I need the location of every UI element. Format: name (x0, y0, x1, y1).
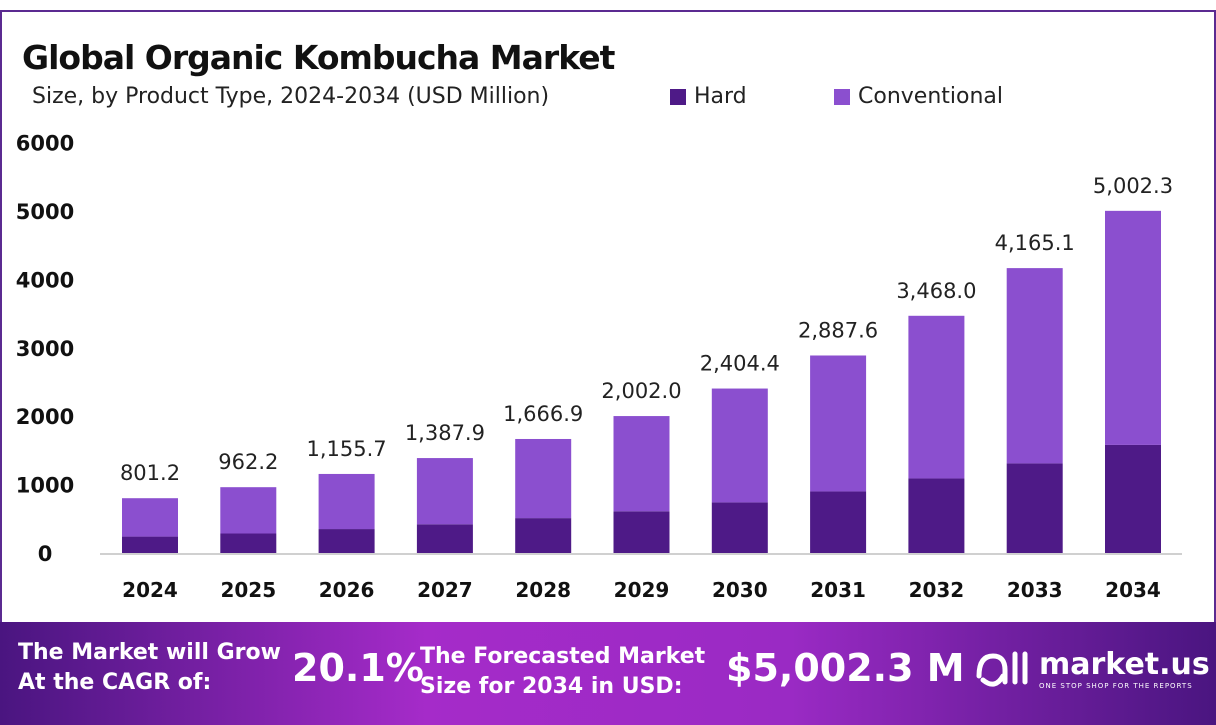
bar-hard (122, 536, 178, 553)
data-label: 801.2 (120, 461, 180, 485)
chart-subtitle: Size, by Product Type, 2024-2034 (USD Mi… (32, 84, 550, 109)
data-label: 1,666.9 (503, 402, 583, 426)
bar-conventional (122, 498, 178, 537)
footer-banner: The Market will Grow At the CAGR of: 20.1… (0, 622, 1216, 725)
data-label: 1,387.9 (405, 421, 485, 445)
logo-icon (976, 651, 1028, 687)
bar-conventional (908, 315, 965, 479)
data-label: 3,468.0 (896, 279, 976, 303)
y-tick-label: 5000 (16, 200, 74, 224)
bar-hard (1006, 463, 1063, 553)
cagr-label: The Market will Grow At the CAGR of: (18, 638, 281, 698)
bar-conventional (318, 473, 375, 530)
bar-conventional (810, 355, 867, 492)
bar-hard (908, 478, 965, 553)
y-tick-label: 3000 (16, 337, 74, 361)
legend-label: Conventional (858, 84, 1003, 109)
data-label: 5,002.3 (1093, 174, 1173, 198)
cagr-value: 20.1% (292, 646, 424, 690)
chart-frame (0, 10, 1216, 622)
y-tick-label: 0 (38, 542, 53, 566)
forecast-label-line: Size for 2034 in USD: (420, 674, 683, 699)
y-tick-label: 1000 (16, 474, 74, 498)
chart-title: Global Organic Kombucha Market (22, 38, 615, 77)
data-label: 1,155.7 (307, 437, 387, 461)
bar-conventional (711, 388, 768, 503)
x-tick-label: 2034 (1105, 578, 1161, 602)
bar-conventional (1105, 210, 1161, 445)
x-tick-label: 2032 (909, 578, 965, 602)
data-label: 2,404.4 (700, 352, 780, 376)
forecast-value: $5,002.3 M (726, 646, 965, 690)
x-tick-label: 2026 (319, 578, 375, 602)
bar-conventional (613, 416, 670, 512)
y-tick-label: 4000 (16, 268, 74, 292)
legend-hard: Hard (670, 84, 747, 109)
x-tick-label: 2033 (1007, 578, 1063, 602)
forecast-label: The Forecasted Market Size for 2034 in US… (420, 642, 705, 702)
marketus-logo: market.us ONE STOP SHOP FOR THE REPORTS (975, 646, 1210, 690)
data-label: 2,002.0 (601, 379, 681, 403)
bar-conventional (416, 458, 473, 525)
data-label: 4,165.1 (995, 231, 1075, 255)
bar-hard (810, 491, 867, 553)
x-tick-label: 2025 (220, 578, 276, 602)
x-tick-label: 2027 (417, 578, 473, 602)
bar-chart: 0 1000 2000 3000 4000 5000 6000 801.2 2024 962.2 2… (16, 132, 1182, 602)
legend-label: Hard (694, 84, 747, 109)
bar-conventional (1006, 268, 1063, 464)
bar-hard (613, 511, 670, 553)
cagr-label-line: The Market will Grow (18, 640, 281, 665)
forecast-label-line: The Forecasted Market (420, 644, 706, 669)
brand-tagline: ONE STOP SHOP FOR THE REPORTS (1039, 681, 1193, 690)
bar-conventional (220, 487, 277, 534)
bar-hard (515, 518, 572, 553)
x-tick-label: 2030 (712, 578, 768, 602)
data-label: 962.2 (218, 450, 278, 474)
x-tick-label: 2029 (614, 578, 670, 602)
y-tick-label: 6000 (16, 132, 74, 156)
bar-conventional (515, 438, 572, 519)
data-label: 2,887.6 (798, 318, 878, 342)
cagr-label-line: At the CAGR of: (18, 670, 212, 695)
legend-swatch (670, 88, 686, 105)
brand-name: market.us (1039, 646, 1210, 682)
x-tick-label: 2031 (810, 578, 866, 602)
bar-hard (711, 502, 768, 553)
y-tick-label: 2000 (16, 405, 74, 429)
bar-hard (416, 524, 473, 553)
bar-hard (220, 533, 277, 553)
x-tick-label: 2028 (515, 578, 571, 602)
legend-conventional: Conventional (834, 84, 1003, 109)
bar-hard (318, 529, 375, 553)
x-tick-label: 2024 (122, 578, 178, 602)
bar-hard (1105, 444, 1161, 553)
legend-swatch (834, 88, 850, 105)
